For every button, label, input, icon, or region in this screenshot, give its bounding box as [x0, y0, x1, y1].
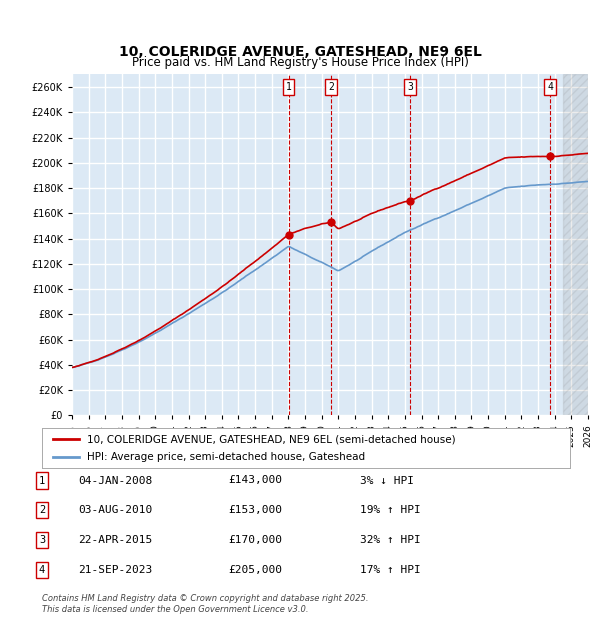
Text: 22-APR-2015: 22-APR-2015 [78, 535, 152, 545]
Text: 4: 4 [39, 565, 45, 575]
Text: 04-JAN-2008: 04-JAN-2008 [78, 476, 152, 485]
Text: £205,000: £205,000 [228, 565, 282, 575]
Text: 10, COLERIDGE AVENUE, GATESHEAD, NE9 6EL: 10, COLERIDGE AVENUE, GATESHEAD, NE9 6EL [119, 45, 481, 59]
Text: 2: 2 [328, 82, 334, 92]
Text: 21-SEP-2023: 21-SEP-2023 [78, 565, 152, 575]
Text: 3: 3 [39, 535, 45, 545]
Text: £170,000: £170,000 [228, 535, 282, 545]
Text: 17% ↑ HPI: 17% ↑ HPI [360, 565, 421, 575]
Text: 32% ↑ HPI: 32% ↑ HPI [360, 535, 421, 545]
Text: 3: 3 [407, 82, 413, 92]
Text: 4: 4 [547, 82, 553, 92]
Text: 10, COLERIDGE AVENUE, GATESHEAD, NE9 6EL (semi-detached house): 10, COLERIDGE AVENUE, GATESHEAD, NE9 6EL… [87, 434, 455, 444]
Text: Contains HM Land Registry data © Crown copyright and database right 2025.
This d: Contains HM Land Registry data © Crown c… [42, 595, 368, 614]
Text: £143,000: £143,000 [228, 476, 282, 485]
Text: 19% ↑ HPI: 19% ↑ HPI [360, 505, 421, 515]
Text: Price paid vs. HM Land Registry's House Price Index (HPI): Price paid vs. HM Land Registry's House … [131, 56, 469, 69]
Text: 2: 2 [39, 505, 45, 515]
Text: 1: 1 [286, 82, 292, 92]
Bar [563, 74, 588, 415]
Text: HPI: Average price, semi-detached house, Gateshead: HPI: Average price, semi-detached house,… [87, 452, 365, 462]
Text: 1: 1 [39, 476, 45, 485]
Text: £153,000: £153,000 [228, 505, 282, 515]
Text: 3% ↓ HPI: 3% ↓ HPI [360, 476, 414, 485]
Text: 03-AUG-2010: 03-AUG-2010 [78, 505, 152, 515]
